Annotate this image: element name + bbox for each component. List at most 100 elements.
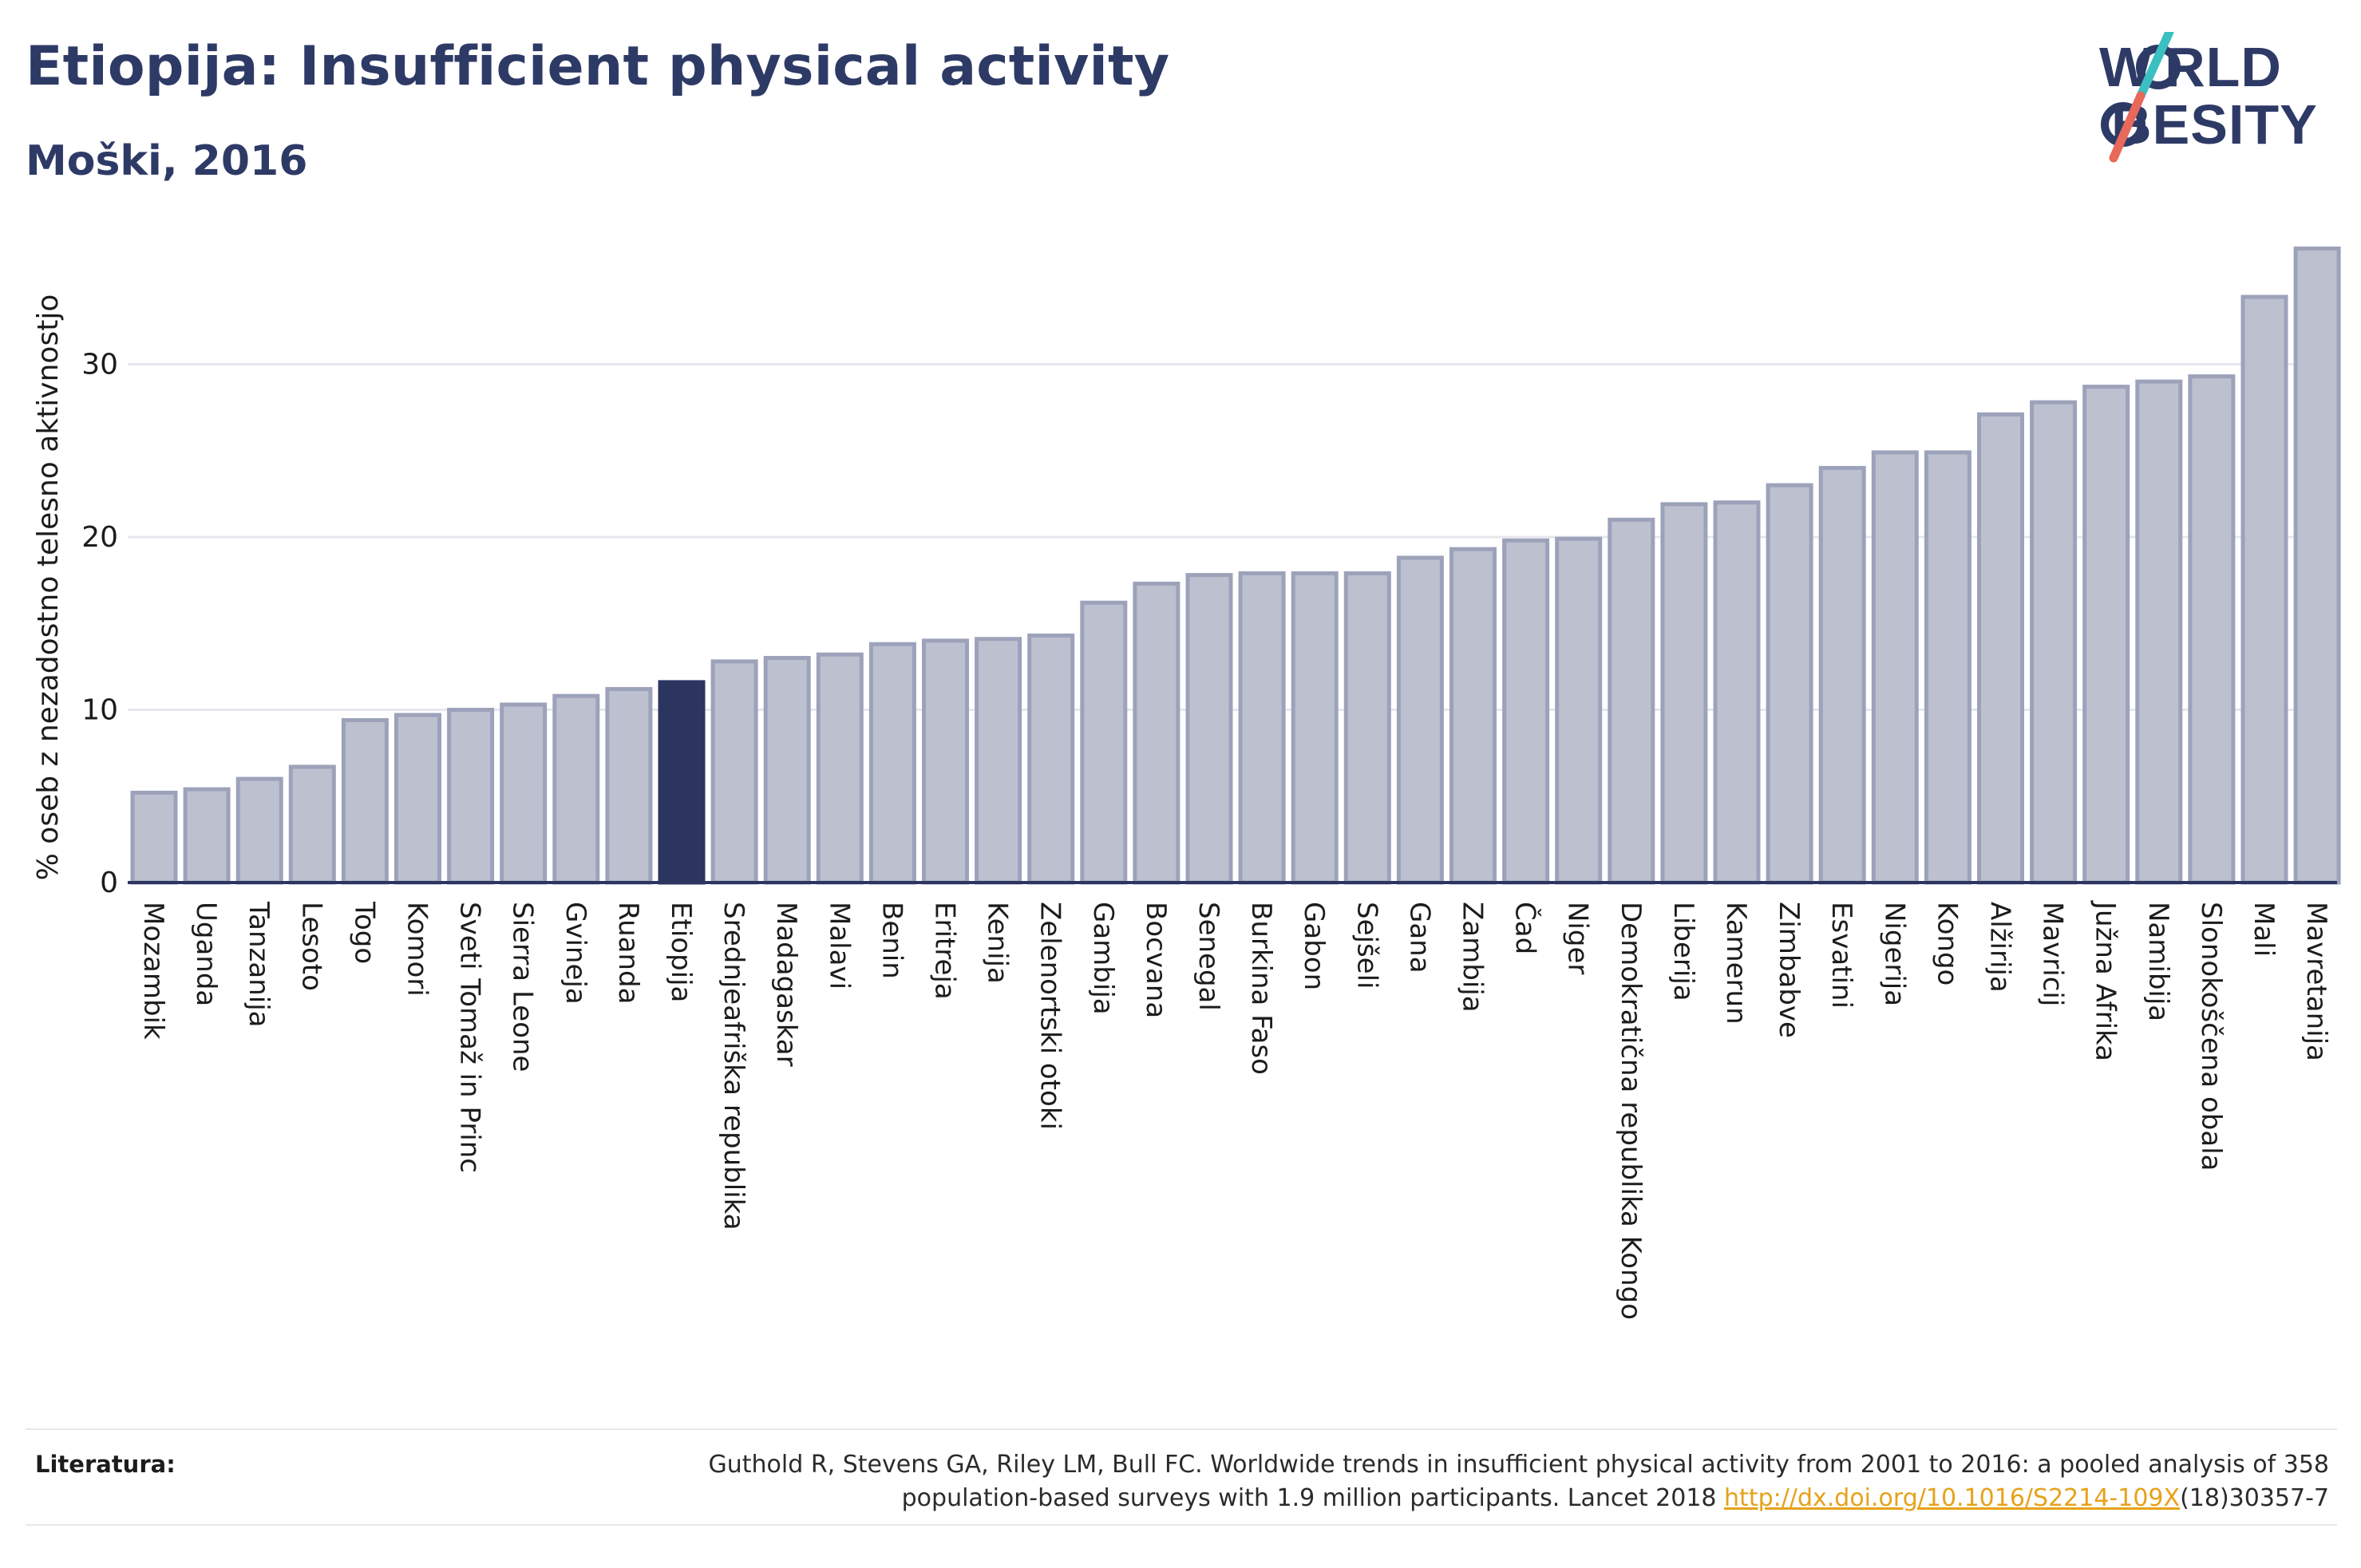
y-tick-label: 30 [81, 349, 118, 381]
x-tick-label: Sejšeli [1351, 902, 1382, 989]
x-tick-label: Alžirija [1984, 902, 2016, 993]
bar [1396, 555, 1444, 885]
bar [1080, 600, 1128, 885]
x-tick-label: Gabon [1298, 902, 1330, 990]
x-tick-label: Demokratična republika Kongo [1615, 902, 1647, 1320]
x-tick-label: Nigerija [1878, 902, 1910, 1006]
logo-line-1: W RLD [2099, 36, 2282, 98]
bar [1185, 573, 1233, 885]
bar [288, 764, 336, 885]
bar [2293, 246, 2341, 885]
bar [1555, 536, 1603, 885]
labels-layer: Mozambik Uganda Tanzanija Lesoto Togo Komori S… [137, 900, 2332, 1320]
bar [1871, 450, 1919, 885]
x-tick-label: Lesoto [295, 902, 327, 991]
x-tick-label: Zambija [1457, 902, 1489, 1013]
bars-layer [130, 246, 2341, 885]
bar [1977, 412, 2024, 885]
x-tick-label: Kamerun [1720, 902, 1752, 1025]
x-tick-label: Slonokoščena obala [2195, 902, 2227, 1171]
bar-chart: 0 10 20 30 Mozambik Uganda Tanzanija Lesoto Tog… [32, 246, 2341, 1320]
x-tick-label: Srednjeafriška republika [718, 902, 749, 1230]
x-tick-label: Senegal [1192, 902, 1224, 1011]
x-tick-label: Benin [876, 902, 908, 979]
logo-slash-top [2136, 32, 2174, 101]
bar [1449, 547, 1497, 885]
bar [2135, 379, 2183, 885]
x-tick-label: Sveti Tomaž in Princ [454, 902, 486, 1173]
y-axis-label: % oseb z nezadostno telesno aktivnostjo [32, 294, 65, 881]
bar [1660, 502, 1708, 885]
x-tick-label: Liberija [1667, 902, 1699, 1001]
x-tick-label: Tanzanija [243, 901, 275, 1027]
bar [1713, 500, 1761, 885]
bar [2030, 400, 2078, 885]
bar [710, 659, 758, 885]
y-tick-label: 10 [81, 694, 118, 727]
footer-top-divider [26, 1428, 2337, 1430]
bar [1608, 517, 1655, 885]
bar [130, 790, 178, 885]
x-tick-label: Zelenortski otoki [1034, 902, 1066, 1130]
x-tick-label: Komori [401, 902, 433, 997]
bar [1238, 571, 1286, 885]
bar [1133, 581, 1180, 885]
y-tick-label: 20 [81, 521, 118, 554]
x-tick-label: Togo [348, 901, 380, 964]
x-tick-label: Gvineja [560, 902, 591, 1005]
bar [1291, 571, 1339, 885]
reference-doi-link[interactable]: http://dx.doi.org/10.1016/S2214-109X [1724, 1484, 2181, 1512]
x-tick-label: Kenija [982, 902, 1014, 984]
x-tick-label: Gana [1403, 902, 1435, 974]
bar [975, 637, 1022, 885]
x-tick-label: Kongo [1931, 902, 1963, 985]
bar [922, 638, 969, 885]
bar [605, 687, 653, 885]
bar [1766, 483, 1813, 885]
footer-bottom-divider [26, 1524, 2337, 1526]
x-tick-label: Mavretanija [2300, 902, 2332, 1061]
bar [2240, 294, 2288, 885]
reference-text-line-3: (18)30357-7 [2180, 1484, 2329, 1512]
bar [183, 787, 231, 885]
x-tick-label: Etiopija [665, 902, 697, 1002]
y-tick-label: 0 [100, 867, 118, 899]
x-tick-label: Zimbabve [1773, 902, 1805, 1038]
x-tick-label: Mozambik [137, 902, 169, 1040]
x-tick-label: Čad [1509, 902, 1542, 954]
world-obesity-logo: W RLD BESITY [2099, 32, 2317, 163]
reference-text-line-1: Guthold R, Stevens GA, Riley LM, Bull FC… [708, 1451, 2329, 1479]
chart-subtitle: Moški, 2016 [26, 137, 308, 185]
x-tick-label: Mavricij [2037, 902, 2069, 1006]
x-tick-label: Sierra Leone [507, 902, 539, 1072]
bar [1924, 450, 1971, 885]
axis-layer: 0 10 20 30 [81, 349, 2337, 899]
x-tick-label: Niger [1562, 902, 1594, 974]
x-tick-label: Uganda [190, 902, 222, 1006]
reference-label: Literatura: [35, 1451, 176, 1478]
x-tick-label: Bocvana [1140, 902, 1172, 1018]
x-tick-label: Gambija [1087, 902, 1119, 1015]
reference-text-line-2: population-based surveys with 1.9 millio… [901, 1484, 1725, 1512]
bar [763, 656, 811, 885]
x-tick-label: Madagaskar [770, 902, 802, 1067]
x-tick-label: Namibija [2142, 902, 2174, 1021]
bar [394, 713, 441, 885]
x-tick-label: Esvatini [1825, 902, 1857, 1009]
x-tick-label: Malavi [823, 902, 855, 989]
bar [235, 776, 283, 885]
reference-text: Guthold R, Stevens GA, Riley LM, Bull FC… [493, 1448, 2329, 1515]
bar [1343, 571, 1391, 885]
bar-highlighted [658, 680, 706, 885]
bar [1502, 538, 1550, 885]
x-tick-label: Eritreja [929, 902, 961, 1000]
logo-slash-bottom [2109, 91, 2145, 163]
x-tick-label: Mali [2248, 902, 2280, 957]
x-tick-label: Južna Afrika [2090, 900, 2122, 1061]
bar [868, 642, 916, 885]
bar [447, 708, 495, 885]
bar [2188, 374, 2236, 885]
x-tick-label: Burkina Faso [1245, 902, 1277, 1075]
bar [1818, 465, 1866, 885]
bar [552, 693, 600, 885]
